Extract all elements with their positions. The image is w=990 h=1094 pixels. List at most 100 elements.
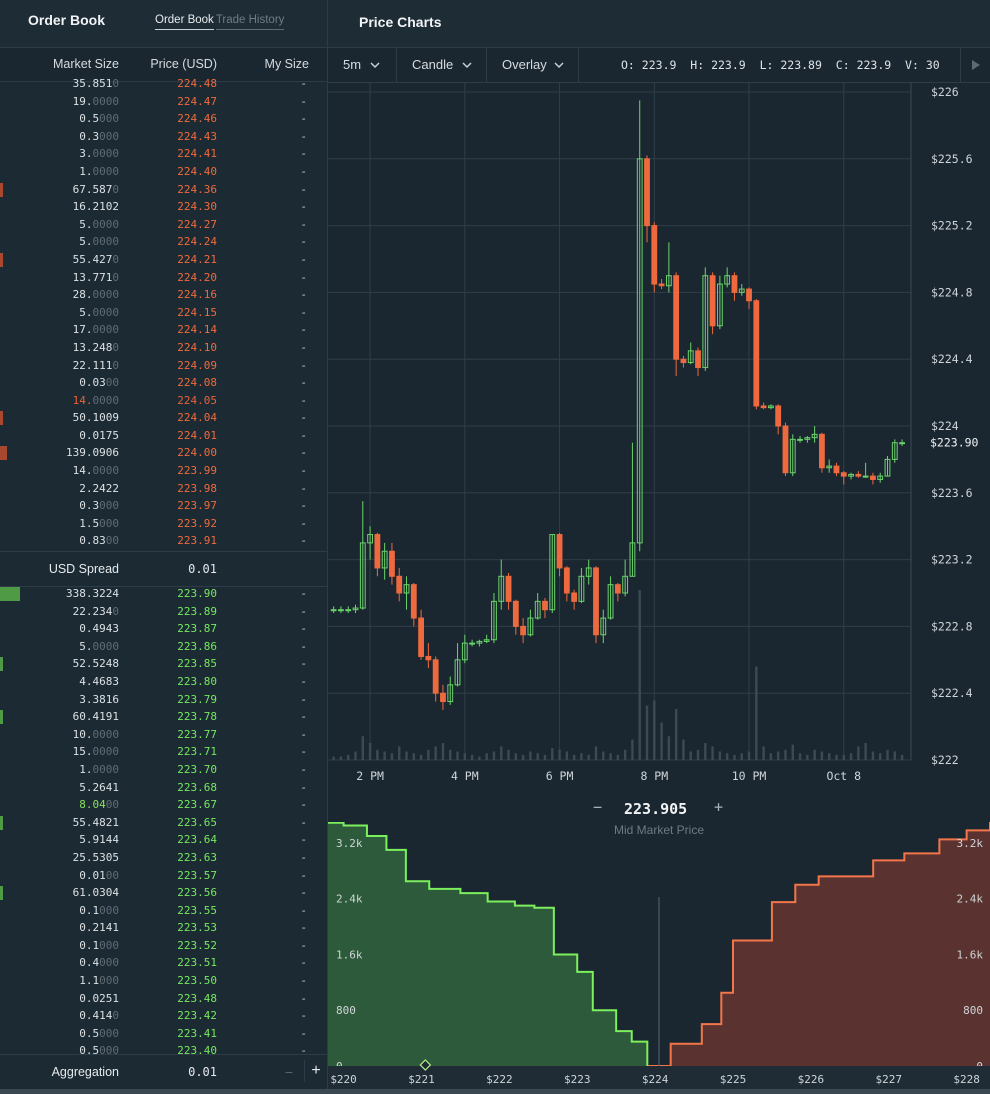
bottom-scrollbar[interactable] — [0, 1089, 990, 1094]
candle-body — [542, 600, 548, 611]
market-size-digits: 19. — [72, 94, 93, 108]
ask-row[interactable]: 5.0000 224.24 - — [0, 233, 327, 251]
aggregation-increase-button[interactable]: + — [304, 1060, 327, 1082]
ask-row[interactable]: 3.0000 224.41 - — [0, 145, 327, 163]
ask-row[interactable]: 67.5870 224.36 - — [0, 181, 327, 199]
ask-row[interactable]: 5.0000 224.27 - — [0, 216, 327, 234]
bid-row[interactable]: 4.4683 223.80 - — [0, 673, 327, 691]
ask-row[interactable]: 19.0000 224.47 - — [0, 93, 327, 111]
bid-row[interactable]: 52.5248 223.85 - — [0, 655, 327, 673]
candle-body — [797, 438, 803, 441]
bid-row[interactable]: 1.1000 223.50 - — [0, 972, 327, 990]
candlestick-chart[interactable]: $226 $225.6 $225.2 $224.8 $224.4 $224 $223.6 $2… — [328, 82, 990, 790]
ask-row[interactable]: 139.0906 224.00 - — [0, 444, 327, 462]
mid-market-increase-button[interactable]: + — [714, 798, 724, 816]
bid-row[interactable]: 0.1000 223.55 - — [0, 902, 327, 920]
bid-row[interactable]: 15.0000 223.71 - — [0, 743, 327, 761]
ask-row[interactable]: 1.5000 223.92 - — [0, 515, 327, 533]
bid-row[interactable]: 8.0400 223.67 - — [0, 796, 327, 814]
y-tick-label: $226 — [931, 85, 959, 99]
market-size-digits: 14. — [72, 393, 93, 407]
candle-body — [775, 405, 782, 427]
ask-row[interactable]: 0.5000 224.46 - — [0, 110, 327, 128]
bid-row[interactable]: 10.0000 223.77 - — [0, 726, 327, 744]
bid-row[interactable]: 338.3224 223.90 - — [0, 585, 327, 603]
bid-row[interactable]: 3.3816 223.79 - — [0, 691, 327, 709]
chart-toolbar: 5m Candle Overlay O: 223.9 H: 223.9 L: 2… — [328, 48, 990, 83]
overlay-dropdown[interactable]: Overlay — [486, 48, 579, 82]
my-size: - — [300, 217, 307, 231]
price: 223.51 — [177, 956, 217, 970]
my-size: - — [300, 674, 307, 688]
ask-row[interactable]: 5.0000 224.15 - — [0, 304, 327, 322]
play-button[interactable] — [960, 48, 990, 82]
tab-order-book[interactable]: Order Book — [155, 14, 214, 30]
ask-row[interactable]: 28.0000 224.16 - — [0, 286, 327, 304]
ask-row[interactable]: 1.0000 224.40 - — [0, 163, 327, 181]
ask-row[interactable]: 22.1110 224.09 - — [0, 357, 327, 375]
tab-trade-history[interactable]: Trade History — [215, 14, 285, 30]
bid-row[interactable]: 61.0304 223.56 - — [0, 884, 327, 902]
bid-row[interactable]: 60.4191 223.78 - — [0, 708, 327, 726]
ask-row[interactable]: 14.0000 224.05 - — [0, 392, 327, 410]
ask-row[interactable]: 2.2422 223.98 - — [0, 480, 327, 498]
bid-row[interactable]: 1.0000 223.70 - — [0, 761, 327, 779]
bid-row[interactable]: 0.5000 223.41 - — [0, 1025, 327, 1043]
ask-row[interactable]: 55.4270 224.21 - — [0, 251, 327, 269]
market-size-digits: 1. — [79, 164, 93, 178]
ask-row[interactable]: 50.1009 224.04 - — [0, 409, 327, 427]
volume-bar — [631, 739, 634, 760]
bid-depth-bar — [0, 657, 3, 672]
bid-row[interactable]: 55.4821 223.65 - — [0, 814, 327, 832]
candle-body — [396, 575, 403, 594]
bid-row[interactable]: 5.0000 223.86 - — [0, 638, 327, 656]
interval-value: 5m — [343, 57, 362, 72]
my-size: - — [300, 481, 307, 495]
ask-row[interactable]: 0.3000 224.43 - — [0, 128, 327, 146]
bid-row[interactable]: 5.2641 223.68 - — [0, 779, 327, 797]
bid-row[interactable]: 0.4000 223.51 - — [0, 954, 327, 972]
price: 224.24 — [177, 235, 217, 249]
market-size-digits: 5. — [79, 639, 93, 653]
ask-row[interactable]: 13.7710 224.20 - — [0, 269, 327, 287]
market-size: 0.5000 — [79, 1027, 119, 1040]
ask-row[interactable]: 16.2102 224.30 - — [0, 198, 327, 216]
ask-row[interactable]: 0.0300 224.08 - — [0, 374, 327, 392]
bid-row[interactable]: 25.5305 223.63 - — [0, 849, 327, 867]
ask-row[interactable]: 17.0000 224.14 - — [0, 321, 327, 339]
my-size: - — [300, 411, 307, 425]
chart-type-dropdown[interactable]: Candle — [396, 48, 487, 82]
bid-row[interactable]: 22.2340 223.89 - — [0, 603, 327, 621]
bid-row[interactable]: 0.4943 223.87 - — [0, 620, 327, 638]
spread-value: 0.01 — [188, 562, 217, 576]
ask-depth-bar — [0, 446, 7, 461]
volume-bar — [704, 743, 707, 760]
market-size-padding: 0000 — [92, 288, 120, 302]
my-size: - — [300, 762, 307, 776]
ask-row[interactable]: 0.3000 223.97 - — [0, 497, 327, 515]
bid-row[interactable]: 0.4140 223.42 - — [0, 1007, 327, 1025]
market-size: 5.9144 — [79, 833, 119, 846]
volume-bar — [470, 754, 474, 760]
chart-type-value: Candle — [412, 57, 454, 72]
candle-body — [899, 442, 905, 445]
bid-row[interactable]: 0.0100 223.57 - — [0, 867, 327, 885]
ask-row[interactable]: 14.0000 223.99 - — [0, 462, 327, 480]
volume-bar — [492, 751, 496, 760]
bid-row[interactable]: 0.0251 223.48 - — [0, 990, 327, 1008]
depth-chart[interactable]: 3.2k3.2k2.4k2.4k1.6k1.6k80080000$220$221… — [328, 822, 990, 1089]
ask-row[interactable]: 13.2480 224.10 - — [0, 339, 327, 357]
mid-market-decrease-button[interactable]: − — [593, 798, 603, 816]
ask-row[interactable]: 0.0175 224.01 - — [0, 427, 327, 445]
depth-y-tick-left: 800 — [336, 1004, 356, 1017]
bid-row[interactable]: 5.9144 223.64 - — [0, 831, 327, 849]
ask-row[interactable]: 35.8510 224.48 - — [0, 75, 327, 93]
candle-body — [534, 600, 541, 619]
price: 223.41 — [177, 1026, 217, 1040]
interval-dropdown[interactable]: 5m — [328, 48, 397, 82]
bid-row[interactable]: 0.2141 223.53 - — [0, 919, 327, 937]
bid-row[interactable]: 0.1000 223.52 - — [0, 937, 327, 955]
ask-row[interactable]: 0.8300 223.91 - — [0, 532, 327, 550]
depth-x-tick-label: $224 — [642, 1073, 669, 1086]
aggregation-decrease-button[interactable]: − — [284, 1064, 294, 1080]
